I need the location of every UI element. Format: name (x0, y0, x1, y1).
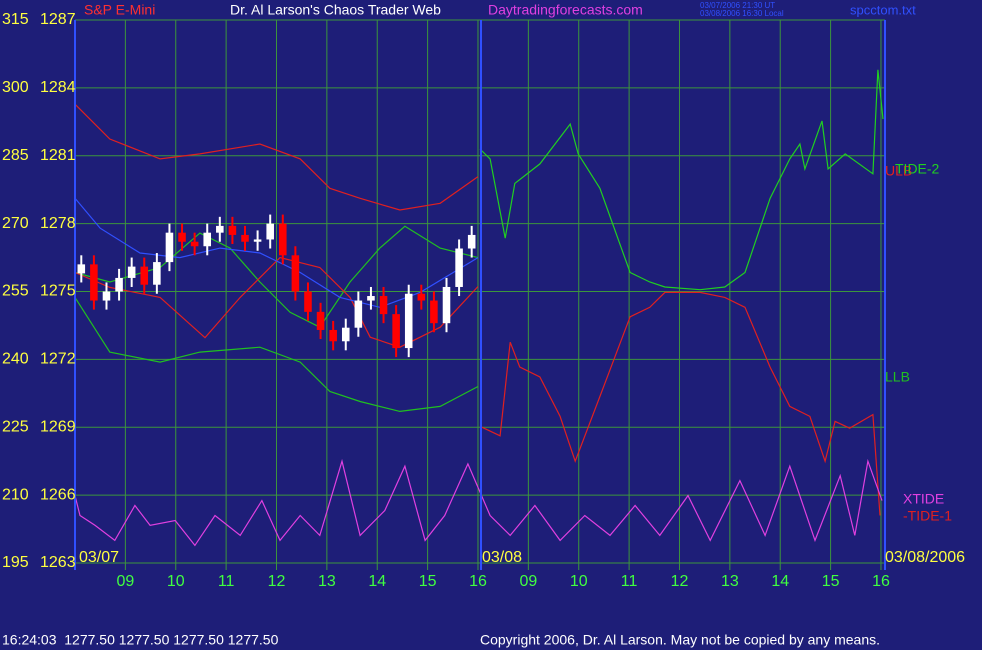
series-label: XTIDE (903, 491, 944, 507)
candle-body (115, 277, 123, 292)
chart-title: Dr. Al Larson's Chaos Trader Web (230, 2, 441, 18)
candle-body (379, 296, 388, 315)
x-tick-label: 11 (218, 573, 235, 590)
candle-body (404, 293, 413, 349)
y2-tick-label: 1263 (40, 554, 76, 571)
y2-tick-label: 1284 (40, 79, 76, 96)
candle-body (417, 293, 426, 301)
date-label: 03/08 (482, 549, 522, 566)
series-label: -TIDE-1 (903, 508, 952, 524)
candle-body (203, 232, 212, 247)
candle-body (253, 239, 262, 242)
y2-tick-label: 1269 (40, 418, 76, 435)
series-label: TIDE-2 (895, 161, 940, 177)
x-tick-label: 16 (469, 573, 487, 590)
candle-body (304, 291, 312, 312)
candle-body (341, 327, 350, 342)
timestamp: 03/08/2006 16:30 Local (700, 9, 784, 18)
status-bar: 16:24:03 1277.50 1277.50 1277.50 1277.50 (2, 632, 279, 648)
y-tick-label: 285 (2, 147, 29, 164)
x-tick-label: 12 (268, 573, 286, 590)
candle-body (467, 234, 476, 249)
x-tick-label: 10 (167, 573, 185, 590)
candle-body (127, 266, 136, 278)
timestamp: 03/07/2006 21:30 UT (700, 1, 775, 10)
x-tick-label: 09 (519, 573, 537, 590)
series-line (479, 291, 881, 516)
series-line (479, 69, 884, 291)
y-tick-label: 195 (2, 554, 29, 571)
y2-tick-label: 1266 (40, 486, 76, 503)
x-tick-label: 10 (570, 573, 588, 590)
candle-body (266, 223, 274, 240)
y2-tick-label: 1287 (40, 11, 76, 28)
x-tick-label: 15 (822, 573, 840, 590)
candle-body (442, 286, 451, 324)
y2-tick-label: 1281 (40, 147, 76, 164)
series-label: LLB (885, 369, 910, 385)
y-tick-label: 315 (2, 11, 29, 28)
website: Daytradingforecasts.com (488, 2, 643, 18)
x-tick-label: 16 (872, 573, 890, 590)
candle-body (329, 329, 337, 342)
x-tick-label: 14 (771, 573, 789, 590)
x-tick-label: 09 (116, 573, 134, 590)
y-tick-label: 300 (2, 79, 29, 96)
series-label: ULB (885, 163, 912, 179)
series-line (74, 458, 883, 547)
x-tick-label: 13 (318, 573, 336, 590)
x-tick-label: 14 (368, 573, 386, 590)
series-line (74, 297, 479, 413)
candle-body (178, 232, 186, 242)
candle-body (77, 264, 86, 274)
y2-tick-label: 1278 (40, 215, 76, 232)
x-tick-label: 12 (671, 573, 689, 590)
y-tick-label: 240 (2, 351, 29, 368)
y2-tick-label: 1272 (40, 351, 76, 368)
y-tick-label: 255 (2, 283, 29, 300)
candle-body (367, 296, 375, 301)
candle-body (392, 314, 400, 349)
candle-body (216, 225, 224, 233)
candle-body (190, 241, 199, 247)
candle-body (279, 223, 287, 256)
date-label: 03/08/2006 (885, 549, 965, 566)
candle-body (430, 300, 438, 324)
series-line (74, 197, 479, 308)
x-tick-label: 15 (419, 573, 437, 590)
candle-body (165, 232, 174, 263)
x-tick-label: 13 (721, 573, 739, 590)
candle-body (102, 291, 111, 301)
candle-body (90, 264, 98, 301)
candle-body (354, 300, 363, 328)
series-line (74, 103, 479, 211)
y-tick-label: 270 (2, 215, 29, 232)
candle-body (455, 248, 463, 287)
candle-body (291, 255, 300, 292)
date-label: 03/07 (79, 549, 119, 566)
file-name: spcctom.txt (850, 2, 916, 17)
candle-body (241, 234, 249, 242)
y2-tick-label: 1275 (40, 283, 76, 300)
y-tick-label: 225 (2, 418, 29, 435)
x-tick-label: 11 (621, 573, 638, 590)
candle-body (316, 311, 325, 330)
symbol: S&P E-Mini (84, 2, 155, 18)
y-tick-label: 210 (2, 486, 29, 503)
copyright: Copyright 2006, Dr. Al Larson. May not b… (480, 632, 880, 648)
candle-body (140, 266, 149, 285)
candle-body (228, 225, 237, 235)
candle-body (153, 262, 161, 285)
